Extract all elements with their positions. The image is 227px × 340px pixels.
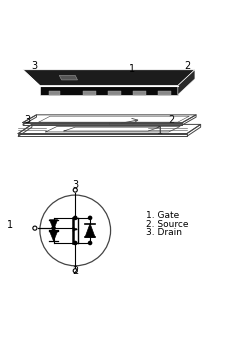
Polygon shape: [83, 91, 95, 95]
Polygon shape: [85, 224, 95, 237]
Text: 1: 1: [129, 64, 135, 73]
Text: 1: 1: [156, 126, 162, 136]
Text: 3. Drain: 3. Drain: [145, 228, 181, 237]
Circle shape: [73, 216, 76, 220]
Polygon shape: [108, 91, 120, 95]
Polygon shape: [133, 91, 145, 95]
Text: 2: 2: [72, 267, 78, 276]
Text: 3: 3: [72, 180, 78, 190]
Circle shape: [88, 241, 91, 244]
Polygon shape: [49, 231, 57, 241]
Polygon shape: [23, 70, 194, 86]
Text: 2. Source: 2. Source: [145, 220, 188, 229]
Polygon shape: [40, 86, 177, 95]
Text: 3: 3: [31, 61, 37, 71]
Circle shape: [88, 216, 91, 220]
Text: 1. Gate: 1. Gate: [145, 211, 178, 220]
Text: 2: 2: [183, 61, 189, 71]
Circle shape: [73, 241, 76, 244]
Polygon shape: [158, 91, 170, 95]
Polygon shape: [59, 75, 77, 80]
Polygon shape: [49, 91, 60, 95]
Text: 3: 3: [24, 115, 30, 125]
Text: 1: 1: [7, 220, 13, 230]
Polygon shape: [177, 70, 194, 95]
Text: 2: 2: [167, 115, 173, 125]
Circle shape: [52, 226, 55, 230]
Polygon shape: [49, 220, 57, 230]
